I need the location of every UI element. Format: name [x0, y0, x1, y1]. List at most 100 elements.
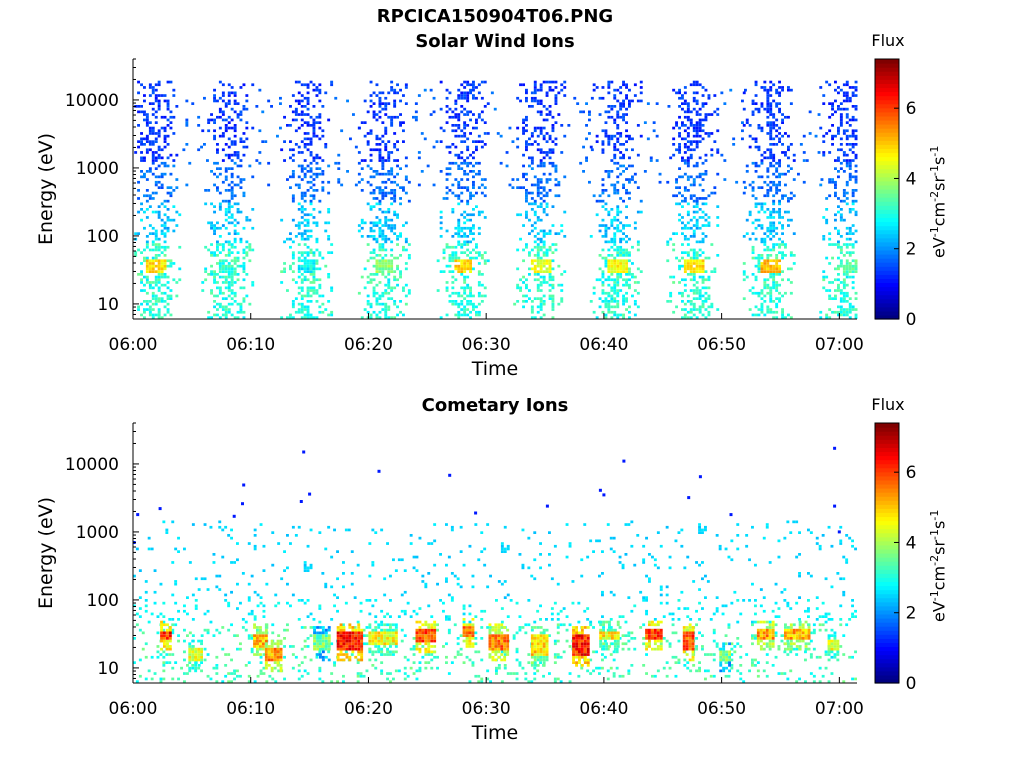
solar-wind-cell [306, 308, 310, 311]
cometary-cell [336, 680, 339, 683]
solar-wind-cell [784, 183, 787, 187]
solar-wind-cell [366, 143, 370, 146]
solar-wind-cell [751, 113, 755, 116]
solar-wind-cell [616, 291, 620, 295]
solar-wind-cell [451, 286, 455, 290]
solar-wind-cell [466, 91, 470, 95]
solar-wind-cell [845, 294, 849, 298]
cometary-cell [247, 637, 251, 640]
solar-wind-cell [463, 310, 467, 314]
solar-wind-cell [607, 115, 611, 119]
solar-wind-cell [423, 137, 427, 141]
solar-wind-cell [245, 218, 249, 222]
solar-wind-cell [590, 96, 594, 100]
solar-wind-cell [633, 313, 637, 317]
solar-wind-cell [613, 153, 617, 157]
solar-wind-cell [772, 143, 776, 146]
solar-wind-cell [390, 264, 394, 268]
solar-wind-cell [216, 167, 219, 170]
solar-wind-cell [300, 151, 304, 154]
solar-wind-cell [381, 180, 385, 184]
solar-wind-cell [704, 115, 708, 119]
solar-wind-cell [463, 275, 467, 279]
solar-wind-cell [828, 297, 832, 300]
solar-wind-cell [713, 186, 717, 189]
solar-wind-cell [375, 254, 379, 257]
solar-wind-cell [309, 289, 313, 292]
solar-wind-cell [851, 264, 855, 268]
solar-wind-cell [766, 96, 770, 100]
solar-wind-cell [466, 308, 470, 311]
cometary-cell [468, 658, 472, 662]
solar-wind-cell [227, 289, 231, 292]
solar-wind-cell [236, 115, 240, 119]
solar-wind-cell [151, 262, 155, 265]
solar-wind-cell [805, 159, 809, 162]
solar-wind-cell [306, 224, 310, 227]
solar-wind-cell [321, 159, 325, 162]
solar-wind-cell [378, 294, 382, 298]
solar-wind-cell [294, 143, 298, 146]
solar-wind-cell [683, 110, 687, 114]
solar-wind-cell [683, 289, 687, 292]
solar-wind-cell [845, 153, 849, 157]
solar-wind-cell [210, 264, 213, 268]
solar-wind-cell [157, 94, 161, 97]
cometary-cell [486, 585, 490, 589]
solar-wind-cell [530, 202, 534, 206]
solar-wind-cell [525, 115, 528, 119]
solar-wind-cell [619, 289, 623, 292]
solar-wind-cell [772, 183, 776, 187]
solar-wind-cell [160, 229, 164, 233]
solar-wind-cell [539, 245, 543, 249]
solar-wind-cell [480, 145, 484, 149]
solar-wind-cell [530, 300, 534, 303]
cometary-cell [400, 628, 404, 632]
solar-wind-cell [154, 256, 158, 260]
solar-wind-cell [312, 159, 316, 162]
solar-wind-cell [631, 294, 634, 298]
solar-wind-cell [384, 180, 388, 184]
cometary-cell [497, 666, 501, 670]
solar-wind-cell [560, 289, 564, 292]
cometary-cell [400, 593, 404, 597]
solar-wind-cell [825, 208, 829, 211]
solar-wind-cell [145, 194, 149, 198]
solar-wind-cell [396, 159, 399, 162]
solar-wind-cell [417, 183, 421, 187]
solar-wind-cell [151, 86, 155, 89]
solar-wind-cell [227, 267, 231, 271]
solar-wind-cell [542, 313, 546, 317]
solar-wind-cell [704, 202, 708, 206]
solar-wind-cell [766, 194, 770, 198]
solar-wind-cell [675, 194, 678, 198]
solar-wind-cell [236, 208, 240, 211]
solar-wind-cell [454, 102, 458, 105]
cometary-cell [421, 574, 425, 578]
solar-wind-cell [845, 226, 849, 230]
solar-wind-cell [751, 286, 755, 290]
solar-wind-cell [472, 83, 475, 87]
cometary-cell [424, 653, 428, 656]
solar-wind-cell [628, 164, 631, 168]
solar-wind-cell [601, 281, 605, 284]
solar-wind-cell [483, 186, 487, 189]
solar-wind-cell [775, 186, 779, 189]
solar-wind-cell [393, 197, 397, 200]
cometary-cell [188, 631, 192, 635]
solar-wind-cell [454, 256, 458, 260]
solar-wind-cell [381, 197, 385, 200]
solar-wind-cell [289, 232, 292, 235]
solar-wind-cell [613, 88, 617, 92]
cometary-cell [133, 604, 136, 608]
solar-wind-cell [757, 186, 761, 189]
solar-wind-cell [536, 148, 540, 152]
solar-wind-cell [548, 262, 552, 265]
solar-wind-cell [145, 308, 149, 311]
solar-wind-cell [151, 159, 155, 162]
solar-wind-cell [692, 210, 696, 214]
solar-wind-cell [848, 310, 852, 314]
solar-wind-cell [839, 291, 843, 295]
solar-wind-cell [622, 313, 625, 317]
solar-wind-cell [548, 113, 552, 116]
